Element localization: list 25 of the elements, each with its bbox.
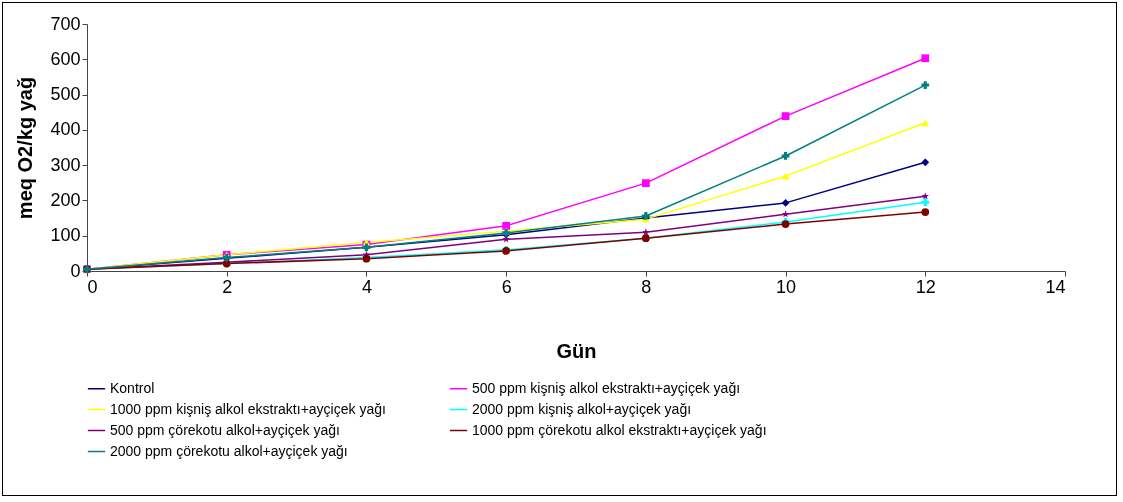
y-tick-label: 500 [50, 84, 81, 105]
legend-label: 2000 ppm kişniş alkol+ayçiçek yağı [472, 400, 692, 417]
y-tick-label: 700 [50, 13, 81, 34]
y-tick-label: 400 [50, 119, 81, 140]
x-tick-label: 0 [87, 276, 98, 297]
x-tick-label: 8 [641, 276, 652, 297]
legend-label: Kontrol [110, 379, 155, 396]
y-tick-label: 600 [50, 48, 81, 69]
legend-label: 2000 ppm çörekotu alkol+ayçiçek yağı [110, 442, 348, 459]
x-tick-label: 10 [776, 276, 797, 297]
x-tick-label: 2 [222, 276, 233, 297]
y-tick-label: 0 [70, 260, 81, 281]
legend-label: 500 ppm çörekotu alkol+ayçiçek yağı [110, 421, 340, 438]
x-tick-label: 12 [915, 276, 936, 297]
y-tick-label: 100 [50, 225, 81, 246]
x-tick-label: 4 [361, 276, 372, 297]
x-axis-title: Gün [556, 339, 597, 362]
y-tick-label: 300 [50, 154, 81, 175]
legend-label: 500 ppm kişniş alkol ekstraktı+ayçiçek yağı [472, 379, 741, 396]
legend-label: 1000 ppm çörekotu alkol ekstraktı+ayçiçek yağı [472, 421, 767, 438]
x-tick-label: 6 [501, 276, 512, 297]
y-tick-label: 200 [50, 189, 81, 210]
x-tick-label: 14 [1045, 276, 1066, 297]
legend-label: 1000 ppm kişniş alkol ekstraktı+ayçiçek yağı [110, 400, 386, 417]
y-axis-title: meq O2/kg yağ [14, 76, 37, 220]
